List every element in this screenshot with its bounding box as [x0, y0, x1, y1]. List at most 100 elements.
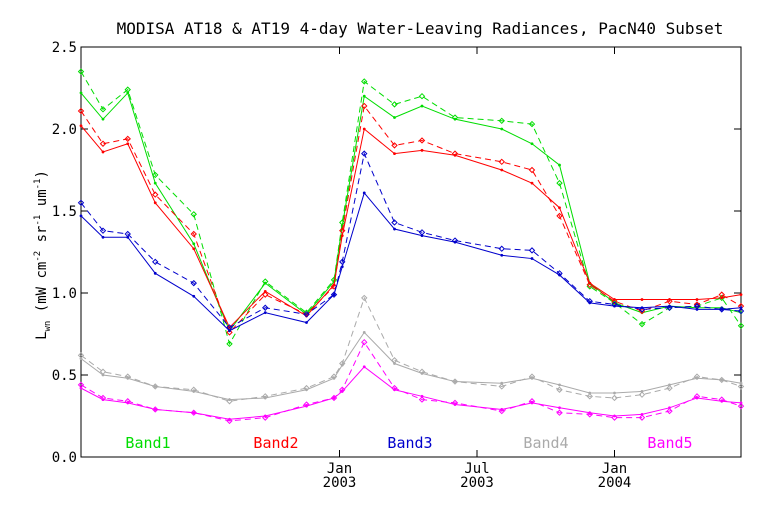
data-point-at19 — [330, 283, 338, 290]
data-point-at18 — [558, 273, 561, 277]
data-point-at19 — [330, 394, 338, 402]
plot-frame — [80, 46, 742, 458]
data-point-at19 — [190, 409, 197, 416]
data-point-at19 — [226, 340, 233, 348]
series-line-at18 — [80, 125, 742, 329]
data-point-at18 — [588, 411, 592, 415]
data-point-at18 — [101, 117, 105, 121]
data-point-at18 — [263, 311, 267, 315]
data-point-at19 — [556, 179, 563, 187]
series-line-at19 — [80, 71, 742, 346]
data-point-at18 — [263, 281, 267, 285]
data-point-at19 — [330, 291, 338, 298]
data-point-at19 — [99, 140, 107, 147]
data-point-at19 — [666, 297, 673, 305]
data-point-at19 — [528, 120, 536, 128]
data-point-at19 — [77, 107, 85, 115]
data-point-at18 — [588, 301, 592, 305]
data-point-at18 — [153, 271, 157, 275]
data-point-at18 — [340, 363, 344, 367]
data-point-at19 — [262, 291, 269, 298]
data-point-at18 — [126, 401, 130, 405]
data-point-at18 — [393, 116, 396, 119]
data-point-at19 — [638, 306, 646, 313]
y-label-sub: wn — [43, 321, 53, 332]
data-point-at18 — [668, 383, 671, 387]
data-point-at19 — [418, 137, 426, 144]
data-point-at19 — [528, 166, 536, 174]
data-point-at19 — [190, 211, 197, 218]
data-point-at18 — [613, 391, 616, 395]
data-point-at18 — [192, 294, 196, 298]
data-point-at18 — [79, 357, 83, 360]
data-point-at18 — [340, 265, 344, 269]
data-point-at19 — [498, 117, 505, 125]
data-point-at19 — [124, 135, 131, 143]
y-label-main: L — [34, 331, 50, 339]
data-point-at18 — [530, 257, 534, 260]
data-point-at18 — [420, 371, 424, 375]
data-point-at18 — [640, 412, 644, 416]
data-point-at19 — [693, 301, 701, 308]
data-point-at18 — [530, 376, 534, 380]
data-point-at19 — [718, 376, 725, 384]
data-point-at18 — [500, 127, 504, 131]
data-point-at19 — [152, 258, 159, 266]
data-point-at18 — [668, 304, 671, 308]
data-point-at18 — [362, 365, 366, 369]
data-point-at18 — [263, 289, 267, 293]
data-point-at18 — [228, 398, 231, 401]
data-point-at19 — [361, 294, 368, 302]
data-point-at19 — [638, 414, 646, 421]
data-point-at19 — [718, 294, 725, 302]
data-point-at18 — [393, 227, 396, 231]
y-tick-label: 1.5 — [52, 204, 77, 220]
data-point-at19 — [528, 247, 536, 254]
data-point-at19 — [611, 414, 618, 421]
data-point-at19 — [666, 304, 673, 311]
data-point-at18 — [192, 390, 196, 393]
data-point-at18 — [305, 404, 308, 408]
data-point-at19 — [638, 320, 646, 328]
data-point-at19 — [611, 394, 618, 402]
y-label-rest1: (mW cm — [34, 262, 50, 321]
y-tick-label: 0.5 — [52, 368, 77, 384]
data-point-at18 — [739, 306, 743, 310]
data-point-at18 — [668, 406, 671, 410]
chart-title: MODISA AT18 & AT19 4-day Water-Leaving R… — [117, 19, 724, 38]
data-point-at19 — [361, 78, 368, 85]
data-point-at18 — [332, 396, 336, 400]
data-point-at18 — [720, 296, 724, 300]
data-point-at18 — [126, 142, 130, 146]
data-point-at18 — [613, 414, 616, 418]
data-point-at19 — [611, 297, 618, 305]
data-point-at19 — [718, 291, 725, 298]
data-point-at18 — [453, 153, 457, 157]
data-point-at18 — [695, 396, 699, 400]
data-point-at18 — [192, 242, 196, 246]
data-point-at18 — [453, 240, 457, 244]
data-point-at18 — [640, 306, 644, 310]
data-point-at18 — [362, 330, 366, 334]
data-point-at19 — [586, 411, 593, 418]
data-point-at18 — [305, 388, 308, 392]
data-point-at18 — [420, 104, 424, 108]
x-tick-label: 2003 — [460, 475, 494, 491]
data-point-at18 — [739, 401, 743, 405]
data-point-at18 — [153, 201, 157, 205]
data-point-at19 — [77, 68, 85, 75]
data-point-at19 — [498, 158, 505, 166]
data-point-at19 — [666, 407, 673, 415]
data-point-at19 — [498, 383, 505, 390]
plot-area: 0.00.51.01.52.02.5Jan2003Jul2003Jan2004B… — [52, 40, 745, 491]
data-point-at18 — [153, 181, 157, 185]
data-point-at18 — [153, 385, 157, 388]
y-label-rest2: sr — [34, 225, 50, 250]
data-point-at19 — [190, 230, 197, 238]
x-tick-label: 2003 — [323, 475, 357, 491]
y-axis-label: Lwn (mW cm-2 sr-1 um-1) — [33, 170, 53, 340]
data-point-at19 — [737, 322, 745, 330]
data-point-at19 — [737, 307, 745, 315]
data-point-at18 — [126, 235, 130, 239]
